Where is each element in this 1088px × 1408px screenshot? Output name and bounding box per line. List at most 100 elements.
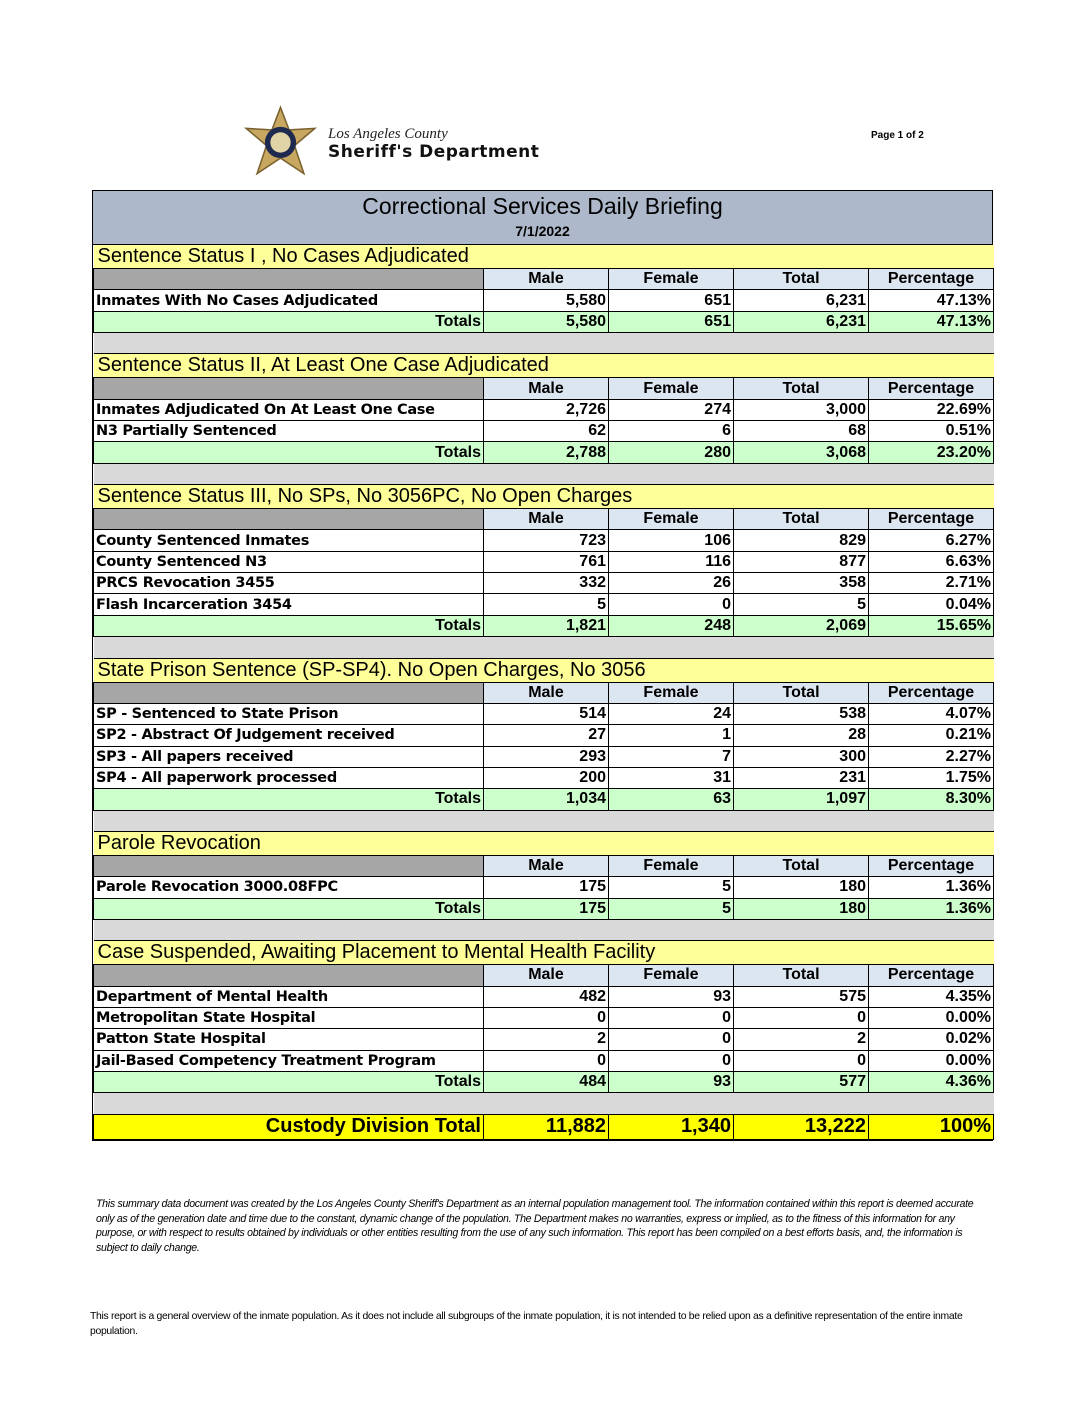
column-header: Female [608, 267, 734, 291]
spacer-row [93, 918, 994, 942]
cell-value: 0 [608, 1049, 734, 1073]
row-label: Parole Revocation 3000.08FPC [93, 876, 484, 899]
sheriff-logo: Los Angeles County Sheriff's Department [233, 105, 598, 183]
spacer [93, 332, 994, 355]
table-row: SP3 - All papers received 293 7 300 2.27% [93, 745, 994, 768]
row-label: Inmates With No Cases Adjudicated [93, 289, 484, 312]
total-value: 15.65% [868, 614, 994, 638]
column-header: Percentage [868, 377, 994, 400]
header-spacer [93, 508, 484, 531]
spacer [93, 636, 994, 659]
table-row: SP2 - Abstract Of Judgement received 27 1 2… [93, 724, 994, 747]
totals-label: Totals [93, 788, 484, 811]
cell-value: 24 [608, 702, 734, 726]
cell-value: 47.13% [868, 289, 994, 312]
cell-value: 0.21% [868, 724, 994, 747]
column-header: Male [483, 508, 609, 531]
section-header: Case Suspended, Awaiting Placement to Me… [93, 940, 994, 966]
spacer-row [93, 809, 994, 832]
section-header: State Prison Sentence (SP-SP4). No Open … [93, 658, 994, 683]
column-header: Male [483, 681, 609, 704]
column-header: Female [608, 854, 734, 878]
header-spacer [93, 681, 484, 704]
total-value: 1,097 [733, 788, 869, 811]
column-header: Female [608, 377, 734, 400]
cell-value: 538 [733, 702, 869, 726]
row-label: County Sentenced N3 [93, 550, 484, 574]
org-line2: Sheriff's Department [328, 141, 540, 162]
cell-value: 0 [483, 1006, 609, 1030]
org-line1: Los Angeles County [328, 125, 448, 142]
cell-value: 0.02% [868, 1028, 994, 1051]
column-header: Total [733, 964, 869, 987]
cell-value: 1.36% [868, 876, 994, 899]
cell-value: 6,231 [733, 289, 869, 312]
total-value: 1,034 [483, 788, 609, 811]
total-value: 248 [608, 614, 734, 638]
section-header: Sentence Status I , No Cases Adjudicated [93, 245, 994, 269]
total-value: 651 [608, 310, 734, 334]
grand-total-row: Custody Division Total 11,882 1,340 13,222 1… [93, 1113, 994, 1140]
report-title: Correctional Services Daily Briefing [362, 193, 723, 219]
totals-label: Totals [93, 897, 484, 920]
spacer [93, 809, 994, 832]
total-value: 8.30% [868, 788, 994, 811]
grand-total-label: Custody Division Total [93, 1113, 484, 1140]
cell-value: 2,726 [483, 398, 609, 422]
cell-value: 2.71% [868, 572, 994, 595]
cell-value: 27 [483, 724, 609, 747]
totals-row: Totals 1,821 248 2,069 15.65% [93, 614, 994, 638]
cell-value: 761 [483, 550, 609, 574]
total-value: 63 [608, 788, 734, 811]
section-header: Sentence Status II, At Least One Case Ad… [93, 353, 994, 379]
cell-value: 358 [733, 572, 869, 595]
totals-row: Totals 484 93 577 4.36% [93, 1070, 994, 1094]
total-value: 2,069 [733, 614, 869, 638]
total-value: 2,788 [483, 441, 609, 464]
cell-value: 200 [483, 766, 609, 790]
section-title: State Prison Sentence (SP-SP4). No Open … [93, 658, 994, 683]
cell-value: 175 [483, 876, 609, 899]
total-value: 5,580 [483, 310, 609, 334]
totals-label: Totals [93, 614, 484, 638]
cell-value: 62 [483, 420, 609, 443]
cell-value: 28 [733, 724, 869, 747]
column-header: Female [608, 508, 734, 531]
table-row: County Sentenced Inmates 723 106 829 6.27% [93, 529, 994, 552]
total-value: 1.36% [868, 897, 994, 920]
column-header: Percentage [868, 854, 994, 878]
cell-value: 482 [483, 985, 609, 1008]
column-header: Percentage [868, 508, 994, 531]
cell-value: 3,000 [733, 398, 869, 422]
cell-value: 300 [733, 745, 869, 768]
cell-value: 5 [608, 876, 734, 899]
total-value: 4.36% [868, 1070, 994, 1094]
section-title: Parole Revocation [93, 831, 994, 856]
cell-value: 0 [608, 593, 734, 616]
row-label: SP4 - All paperwork processed [93, 766, 484, 790]
column-header-row: Male Female Total Percentage [93, 854, 994, 878]
header-spacer [93, 377, 484, 400]
spacer [93, 1092, 994, 1115]
cell-value: 1 [608, 724, 734, 747]
totals-label: Totals [93, 310, 484, 334]
total-value: 484 [483, 1070, 609, 1094]
cell-value: 2 [733, 1028, 869, 1051]
header-spacer [93, 267, 484, 291]
totals-row: Totals 1,034 63 1,097 8.30% [93, 788, 994, 811]
page-indicator: Page 1 of 2 [871, 130, 924, 141]
total-value: 175 [483, 897, 609, 920]
briefing-table: Correctional Services Daily Briefing 7/1… [92, 190, 994, 1141]
spacer-row [93, 462, 994, 486]
total-value: 93 [608, 1070, 734, 1094]
spacer-row [93, 1092, 994, 1115]
cell-value: 6.27% [868, 529, 994, 552]
totals-label: Totals [93, 1070, 484, 1094]
cell-value: 829 [733, 529, 869, 552]
cell-value: 0.51% [868, 420, 994, 443]
overview-note: This report is a general overview of the… [90, 1311, 963, 1337]
row-label: Patton State Hospital [93, 1028, 484, 1051]
cell-value: 6 [608, 420, 734, 443]
cell-value: 31 [608, 766, 734, 790]
column-header: Percentage [868, 267, 994, 291]
